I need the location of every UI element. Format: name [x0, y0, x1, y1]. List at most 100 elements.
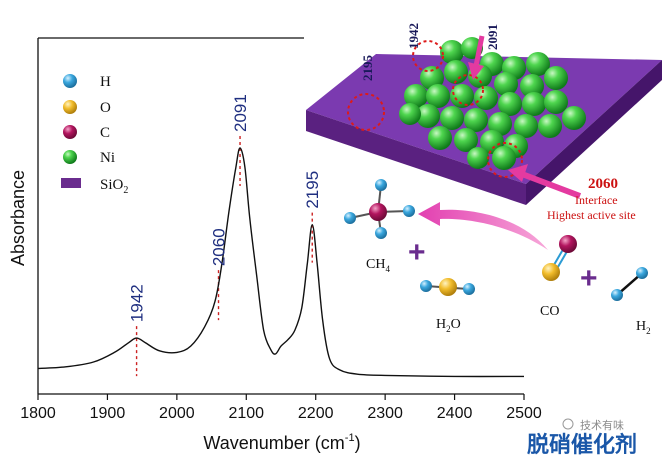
- reaction-arrow: [418, 202, 548, 250]
- x-tick-label: 2400: [437, 405, 473, 422]
- site-arrow-2091: [473, 35, 485, 67]
- ni-sphere: [450, 84, 474, 108]
- ni-sphere: [520, 74, 544, 98]
- ni-sphere: [464, 108, 488, 132]
- x-tick-label: 2000: [159, 405, 195, 422]
- peak-markers: [135, 136, 313, 377]
- water-molecule: [420, 278, 475, 296]
- peak-label-2195: 2195: [303, 171, 322, 209]
- water-h-atom: [463, 283, 475, 295]
- h2-h-atom: [636, 267, 648, 279]
- ni-sphere: [514, 114, 538, 138]
- wechat-icon: [562, 418, 574, 430]
- ni-sphere: [538, 114, 562, 138]
- interface-peak-label: 2060: [588, 176, 618, 192]
- methane-h-atom: [375, 179, 387, 191]
- x-tick-label: 1900: [90, 405, 126, 422]
- interface-highest-active-site: Highest active site: [547, 208, 636, 222]
- ni-sphere: [522, 92, 546, 116]
- methane-molecule: [344, 179, 415, 239]
- peak-label-2060: 2060: [210, 228, 229, 266]
- water-h-atom: [420, 280, 432, 292]
- peak-labels: 1942 2060 2091 2195: [128, 94, 323, 322]
- plus-sign-left: +: [408, 236, 426, 269]
- site-arrow-2091-head: [468, 62, 484, 80]
- y-axis-label: Absorbance: [8, 170, 28, 266]
- ni-particle-cluster: [399, 37, 586, 170]
- methane-c-atom: [369, 203, 387, 221]
- legend-label-ni: Ni: [100, 150, 115, 166]
- x-axis-ticks: 1800 1900 2000 2100 2200 2300 2400 2500: [20, 394, 542, 422]
- ni-sphere: [399, 103, 421, 125]
- x-tick-label: 2300: [367, 405, 403, 422]
- watermark: 技术有味 脱硝催化剂: [527, 418, 637, 458]
- site-circle-1942: [412, 40, 444, 72]
- ni-sphere: [498, 92, 522, 116]
- legend-label-h: H: [100, 74, 111, 90]
- legend-marker-c: [63, 125, 77, 139]
- watermark-line2: 脱硝催化剂: [527, 432, 637, 458]
- x-axis-label: Wavenumber (cm-1): [203, 432, 360, 453]
- legend-label-sio2: SiO2: [100, 177, 128, 196]
- ni-sphere: [544, 66, 568, 90]
- methane-h-atom: [375, 227, 387, 239]
- peak-label-2091: 2091: [231, 94, 250, 132]
- ni-sphere: [428, 126, 452, 150]
- site-circle-2060: [487, 142, 523, 178]
- ni-sphere: [492, 146, 516, 170]
- interface-arrow: [520, 171, 582, 199]
- hydrogen-molecule: [611, 267, 648, 301]
- ni-sphere: [526, 52, 550, 76]
- x-tick-label: 2100: [228, 405, 264, 422]
- ni-sphere: [562, 106, 586, 130]
- site-circle-2091: [452, 74, 484, 106]
- spectrum-line: [37, 147, 525, 378]
- ni-sphere: [440, 40, 464, 64]
- ni-sphere: [454, 128, 478, 152]
- peak-label-1942: 1942: [128, 284, 147, 322]
- x-tick-label: 2500: [506, 405, 542, 422]
- ni-sphere: [494, 72, 518, 96]
- ni-sphere: [544, 90, 568, 114]
- plus-sign-right: +: [580, 262, 598, 295]
- methane-h-atom: [403, 205, 415, 217]
- ni-sphere: [440, 106, 464, 130]
- co-formula: CO: [540, 304, 559, 319]
- x-tick-label: 2200: [298, 405, 334, 422]
- h2-formula: H2: [636, 319, 651, 336]
- interface-arrow-head: [508, 164, 528, 182]
- plot-frame: [37, 37, 524, 395]
- ni-sphere: [474, 86, 498, 110]
- ni-sphere: [467, 147, 489, 169]
- catalyst-schematic: 2195 1942 2091 2060 Interface Highest ac…: [306, 23, 662, 222]
- x-tick-label: 1800: [20, 405, 56, 422]
- interface-text: Interface: [575, 193, 618, 207]
- legend-marker-o: [63, 100, 77, 114]
- carbon-monoxide-molecule: [542, 235, 577, 281]
- legend-label-c: C: [100, 125, 110, 141]
- legend-label-o: O: [100, 100, 111, 116]
- legend-marker-h: [63, 74, 77, 88]
- legend-marker-sio2: [61, 178, 81, 188]
- watermark-line1: 技术有味: [580, 418, 624, 432]
- methane-h-atom: [344, 212, 356, 224]
- ni-sphere: [444, 60, 468, 84]
- ni-sphere: [488, 112, 512, 136]
- site-circle-2195: [347, 93, 385, 131]
- reaction-scheme: CH4 + H2O CO + H2: [344, 179, 651, 336]
- site-label-1942: 1942: [406, 23, 421, 49]
- legend-marker-ni: [63, 150, 77, 164]
- ni-sphere: [416, 104, 440, 128]
- co-o-atom: [542, 263, 560, 281]
- ni-sphere: [426, 84, 450, 108]
- site-label-2091: 2091: [485, 24, 500, 50]
- sio2-slab-side: [526, 60, 662, 205]
- ni-sphere: [404, 84, 428, 108]
- water-formula: H2O: [436, 317, 461, 334]
- water-o-atom: [439, 278, 457, 296]
- co-c-atom: [559, 235, 577, 253]
- h2-h-atom: [611, 289, 623, 301]
- sio2-slab-front: [306, 110, 526, 205]
- site-label-2195: 2195: [360, 55, 375, 82]
